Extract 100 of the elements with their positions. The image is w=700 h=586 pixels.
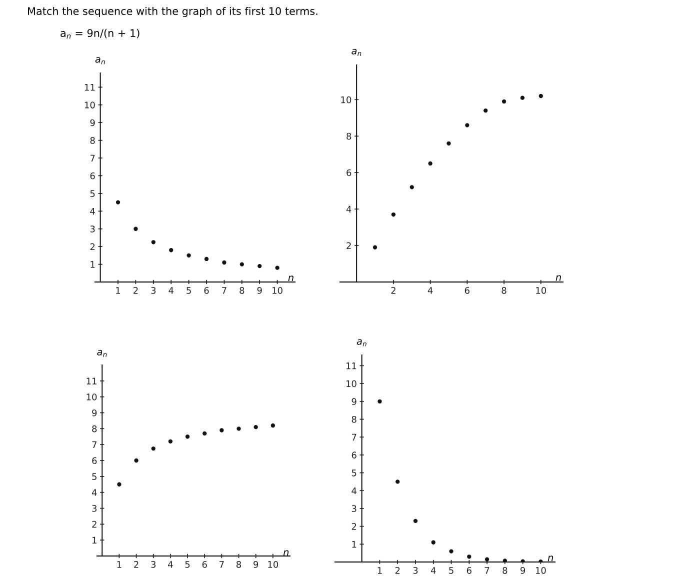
y-tick-label: 5: [90, 190, 95, 197]
point: [275, 266, 280, 270]
x-tick-label: 2: [134, 561, 138, 568]
point: [116, 200, 120, 204]
x-tick-label: 8: [502, 567, 508, 574]
point: [186, 253, 191, 258]
x-tick-label: 7: [484, 567, 490, 574]
y-tick-label: 11: [84, 84, 95, 91]
y-tick-label: 8: [346, 132, 352, 140]
x-tick-label: 4: [428, 287, 433, 294]
x-tick-label: 4: [168, 561, 173, 568]
x-axis-title: n: [288, 276, 294, 282]
y-tick-label: 4: [90, 208, 95, 215]
y-tick-label: 2: [90, 243, 95, 250]
y-tick-label: 2: [352, 523, 356, 530]
point: [134, 226, 138, 231]
point: [236, 426, 241, 431]
text: a$_{n}$ = 9n/(n + 1): [60, 28, 140, 39]
point: [502, 99, 506, 104]
x-tick-label: 9: [520, 567, 526, 574]
point: [391, 212, 396, 217]
y-tick-label: 2: [92, 520, 96, 528]
x-tick-label: 1: [116, 287, 120, 294]
point: [467, 554, 472, 559]
point: [396, 480, 400, 484]
y-tick-label: 8: [90, 137, 95, 144]
point: [410, 185, 414, 190]
point: [484, 108, 488, 113]
y-tick-label: 8: [352, 416, 356, 423]
x-tick-label: 1: [117, 561, 122, 568]
x-tick-label: 1: [378, 567, 382, 574]
y-tick-label: 6: [92, 457, 97, 464]
y-tick-label: 1: [352, 541, 356, 548]
point: [538, 94, 543, 98]
y-tick-label: 3: [90, 226, 95, 232]
x-tick-label: 8: [236, 561, 242, 568]
point: [520, 559, 525, 562]
point: [502, 558, 507, 562]
point: [446, 141, 451, 146]
x-tick-label: 3: [413, 567, 418, 574]
x-tick-label: 7: [220, 561, 224, 568]
point: [240, 262, 244, 266]
point: [220, 428, 224, 432]
x-tick-label: 10: [268, 561, 278, 568]
x-tick-label: 10: [536, 567, 546, 574]
x-axis-title: n: [548, 556, 554, 562]
x-tick-label: 6: [466, 567, 472, 574]
y-axis-title: a$_{n}$: [95, 57, 105, 64]
y-tick-label: 5: [92, 473, 96, 480]
y-tick-label: 10: [346, 380, 356, 388]
point: [270, 423, 276, 428]
x-tick-label: 3: [151, 561, 156, 568]
y-tick-label: 7: [92, 441, 96, 448]
point: [202, 431, 207, 436]
y-tick-label: 6: [346, 169, 352, 176]
y-tick-label: 4: [92, 489, 97, 496]
y-tick-label: 9: [92, 409, 97, 416]
y-tick-label: 9: [90, 119, 95, 126]
x-tick-label: 8: [240, 287, 244, 294]
y-tick-label: 2: [346, 242, 351, 249]
point: [520, 96, 525, 100]
x-tick-label: 10: [536, 287, 546, 294]
x-tick-label: 7: [222, 287, 226, 294]
point: [372, 245, 378, 250]
x-tick-label: 2: [395, 567, 400, 574]
point: [169, 248, 174, 252]
y-axis-title: a$_{n}$: [97, 350, 107, 357]
x-tick-label: 6: [202, 561, 207, 568]
point: [222, 260, 226, 265]
point: [117, 482, 122, 486]
x-tick-label: 6: [204, 287, 209, 294]
x-tick-label: 5: [185, 561, 190, 568]
point: [134, 458, 138, 463]
y-tick-label: 10: [341, 96, 352, 104]
y-tick-label: 3: [92, 504, 97, 512]
point: [151, 240, 156, 244]
x-tick-label: 6: [464, 287, 470, 294]
x-tick-label: 5: [449, 567, 454, 574]
y-tick-label: 1: [92, 536, 96, 544]
point: [254, 424, 258, 430]
y-tick-label: 4: [352, 487, 356, 494]
x-tick-label: 2: [134, 287, 138, 294]
y-tick-label: 1: [90, 261, 95, 268]
point: [204, 256, 209, 262]
point: [413, 518, 418, 524]
x-axis-title: n: [283, 550, 289, 556]
x-tick-label: 4: [430, 567, 436, 574]
y-tick-label: 6: [90, 172, 95, 180]
point: [185, 434, 190, 439]
y-tick-label: 7: [90, 154, 95, 162]
point: [151, 446, 156, 451]
point: [449, 549, 454, 554]
point: [428, 161, 432, 166]
x-tick-label: 8: [502, 287, 506, 294]
y-tick-label: 5: [352, 470, 356, 476]
x-tick-label: 4: [168, 287, 174, 294]
y-tick-label: 9: [352, 398, 356, 405]
y-tick-label: 6: [352, 452, 356, 458]
y-tick-label: 11: [346, 362, 356, 370]
y-tick-label: 3: [352, 505, 356, 512]
